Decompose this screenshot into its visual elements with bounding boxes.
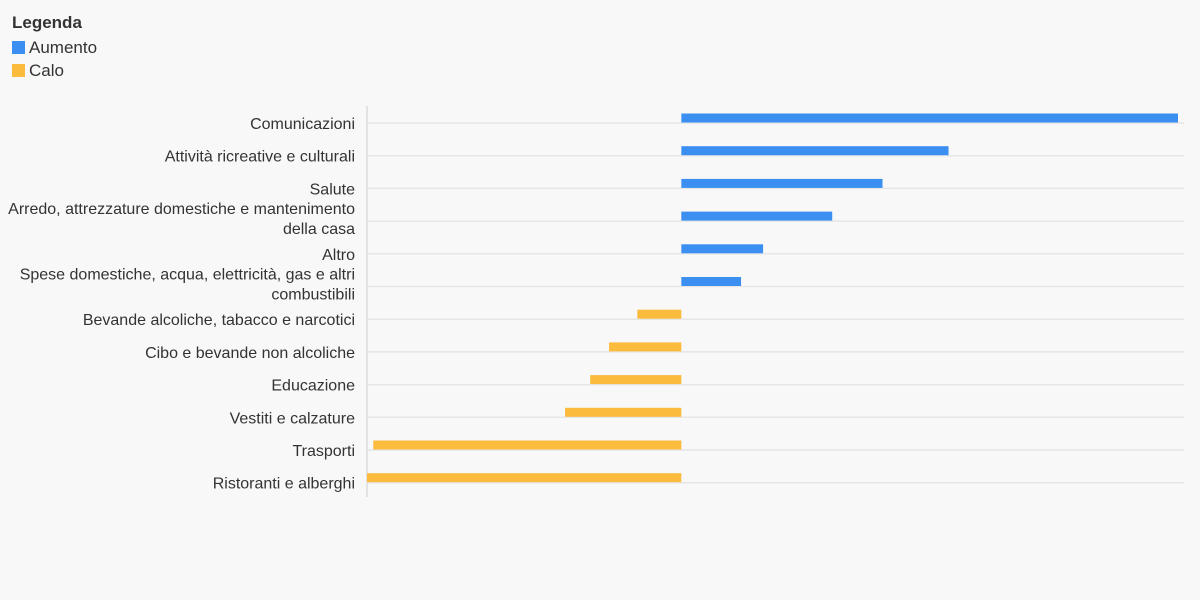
category-label: Attività ricreative e culturali <box>165 149 355 166</box>
category-label: Arredo, attrezzature domestiche e manten… <box>8 201 355 238</box>
category-label: Trasporti <box>292 443 355 460</box>
category-label: Cibo e bevande non alcoliche <box>145 345 355 362</box>
bar-7 <box>609 342 682 352</box>
bar-10 <box>373 440 682 450</box>
bar-11 <box>367 473 682 483</box>
category-label: Comunicazioni <box>250 116 355 133</box>
category-label: Altro <box>322 247 355 264</box>
legend-label-aumento: Aumento <box>29 38 98 57</box>
bar-0 <box>681 113 1178 123</box>
legend-label-calo: Calo <box>29 61 64 80</box>
legend-item-calo: Calo <box>12 59 97 82</box>
legend-item-aumento: Aumento <box>12 36 97 59</box>
category-label: Educazione <box>271 378 355 395</box>
legend-title: Legenda <box>12 13 82 32</box>
category-label: Ristoranti e alberghi <box>213 476 355 493</box>
bar-1 <box>681 146 949 156</box>
legend: Legenda Aumento Calo <box>12 12 97 82</box>
category-label: Vestiti e calzature <box>230 410 356 427</box>
category-label: Spese domestiche, acqua, elettricità, ga… <box>20 267 355 304</box>
category-label: Salute <box>310 181 355 198</box>
bar-3 <box>681 211 833 221</box>
legend-swatch-aumento <box>12 41 25 54</box>
bar-6 <box>637 309 682 319</box>
bar-9 <box>565 407 682 417</box>
bar-4 <box>681 244 764 254</box>
bar-5 <box>681 277 742 286</box>
bar-8 <box>590 375 682 385</box>
legend-swatch-calo <box>12 64 25 77</box>
bar-2 <box>681 178 883 188</box>
category-label: Bevande alcoliche, tabacco e narcotici <box>83 312 355 329</box>
